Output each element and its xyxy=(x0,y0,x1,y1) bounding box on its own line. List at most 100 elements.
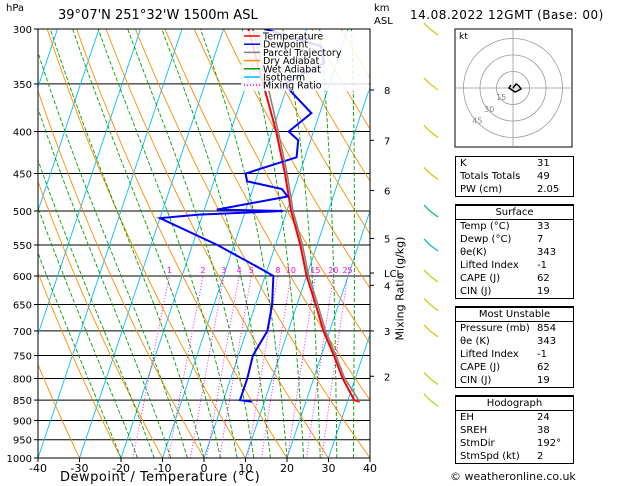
wind-barb xyxy=(429,131,439,138)
hodo-value: 38 xyxy=(537,425,550,436)
x-tick-label: 30 xyxy=(322,462,336,475)
surface-row: CAPE (J) 62 xyxy=(456,272,573,285)
unstable-label: θe (K) xyxy=(460,336,490,347)
wind-barb xyxy=(423,125,431,132)
legend-label: Temperature xyxy=(262,32,323,43)
wind-barb xyxy=(423,204,431,212)
wind-barb xyxy=(429,210,439,218)
unstable-label: Pressure (mb) xyxy=(460,323,530,334)
mixing-ratio-line xyxy=(206,275,240,458)
surface-row: CIN (J) 19 xyxy=(456,285,573,298)
km-tick-label: 7 xyxy=(384,136,390,147)
km-tick-label: 8 xyxy=(384,86,390,97)
surface-row: Dewp (°C) 7 xyxy=(456,233,573,246)
wet-adiabat-line xyxy=(161,29,271,458)
date-title: 14.08.2022 12GMT (Base: 00) xyxy=(410,8,604,22)
dry-adiabat-line xyxy=(38,271,122,458)
dry-adiabat-line xyxy=(577,29,629,458)
pressure-tick-label: 600 xyxy=(13,272,32,283)
copyright-footer[interactable]: © weatheronline.co.uk xyxy=(450,470,576,483)
mixing-ratio-line xyxy=(287,275,316,458)
dry-adiabat-line xyxy=(38,363,80,458)
surface-table: Surface Temp (°C) 33 Dewp (°C) 7 θe(K) 343 Lif… xyxy=(455,204,574,299)
isotherm-line xyxy=(38,29,183,458)
mixing-ratio-label: 5 xyxy=(249,266,254,275)
legend-label: Dry Adiabat xyxy=(263,56,320,67)
unstable-value: 62 xyxy=(537,362,550,373)
km-tick-label: LCL xyxy=(384,269,403,280)
mixing-ratio-line xyxy=(132,275,170,458)
legend-label: Wet Adiabat xyxy=(263,64,321,75)
wind-barb xyxy=(423,324,431,332)
wet-adiabat-line xyxy=(241,29,305,458)
mixing-ratio-line xyxy=(218,275,252,458)
unstable-value: 19 xyxy=(537,375,550,386)
index-label: Totals Totals xyxy=(460,171,521,182)
surface-title: Surface xyxy=(456,205,573,220)
pressure-tick-label: 850 xyxy=(13,396,32,407)
mixing-ratio-label: 4 xyxy=(237,266,242,275)
km-tick-label: 6 xyxy=(384,186,390,197)
isotherm-line xyxy=(245,85,370,458)
wet-adiabat-line xyxy=(282,29,321,458)
pressure-tick-label: 550 xyxy=(13,241,32,252)
surface-value: -1 xyxy=(537,260,547,271)
dry-adiabat-line xyxy=(134,29,370,458)
pressure-tick-label: 350 xyxy=(13,80,32,91)
hodograph-ring-label: 45 xyxy=(472,117,482,126)
wind-barb xyxy=(423,77,431,85)
surface-value: 7 xyxy=(537,234,544,245)
index-row: PW (cm) 2.05 xyxy=(456,183,573,196)
pressure-tick-label: 500 xyxy=(13,207,32,218)
mixing-ratio-label: 15 xyxy=(310,266,320,275)
mixing-ratio-label: 1 xyxy=(167,266,172,275)
surface-row: Temp (°C) 33 xyxy=(456,220,573,233)
legend-box xyxy=(241,31,369,91)
dry-adiabat-line xyxy=(38,89,205,458)
legend-label: Parcel Trajectory xyxy=(263,48,342,59)
surface-label: Dewp (°C) xyxy=(460,234,512,245)
unstable-label: CIN (J) xyxy=(460,375,492,386)
wind-barb xyxy=(423,298,431,305)
pressure-tick-label: 450 xyxy=(13,169,32,180)
hodograph-ring-label: 30 xyxy=(484,105,494,114)
unstable-row: CIN (J) 19 xyxy=(456,374,573,387)
hodograph-title: Hodograph xyxy=(456,396,573,411)
dry-adiabat-line xyxy=(105,29,329,458)
isotherm-line xyxy=(328,332,370,458)
mixing-ratio-label: 10 xyxy=(286,266,296,275)
index-row: K 31 xyxy=(456,157,573,170)
isotherm-line xyxy=(203,29,349,458)
wet-adiabat-line xyxy=(369,437,370,458)
km-unit-label: km xyxy=(374,3,390,14)
series-temperature xyxy=(247,29,361,403)
unstable-value: -1 xyxy=(537,349,547,360)
index-value: 49 xyxy=(537,171,550,182)
dry-adiabat-line xyxy=(46,29,246,458)
copyright-text: © weatheronline.co.uk xyxy=(450,470,576,483)
x-tick-label: 20 xyxy=(280,462,294,475)
asl-unit-label: ASL xyxy=(374,16,393,27)
hodo-label: StmSpd (kt) xyxy=(460,451,520,462)
pressure-tick-label: 950 xyxy=(13,436,32,447)
isotherm-line xyxy=(120,29,266,458)
x-tick-label: -20 xyxy=(112,462,130,475)
dry-adiabat-line xyxy=(223,29,370,289)
mixing-ratio-axis-label: Mixing Ratio (g/kg) xyxy=(393,236,407,341)
wind-barb xyxy=(429,378,439,385)
surface-row: Lifted Index -1 xyxy=(456,259,573,272)
dry-adiabat-line xyxy=(252,29,370,235)
wind-barb xyxy=(423,238,431,246)
hodograph-trace xyxy=(507,82,523,93)
unstable-row: θe (K) 343 xyxy=(456,335,573,348)
most-unstable-title: Most Unstable xyxy=(456,307,573,322)
wet-adiabat-line xyxy=(38,51,188,458)
x-axis-label: Dewpoint / Temperature (°C) xyxy=(60,470,261,485)
location-title: 39°07'N 251°32'W 1500m ASL xyxy=(58,8,258,23)
wind-barb xyxy=(429,399,439,407)
pressure-tick-label: 300 xyxy=(13,25,32,36)
mixing-ratio-label: 20 xyxy=(328,266,338,275)
wind-barb xyxy=(429,172,439,180)
unstable-label: Lifted Index xyxy=(460,349,519,360)
wind-barb xyxy=(429,244,439,252)
